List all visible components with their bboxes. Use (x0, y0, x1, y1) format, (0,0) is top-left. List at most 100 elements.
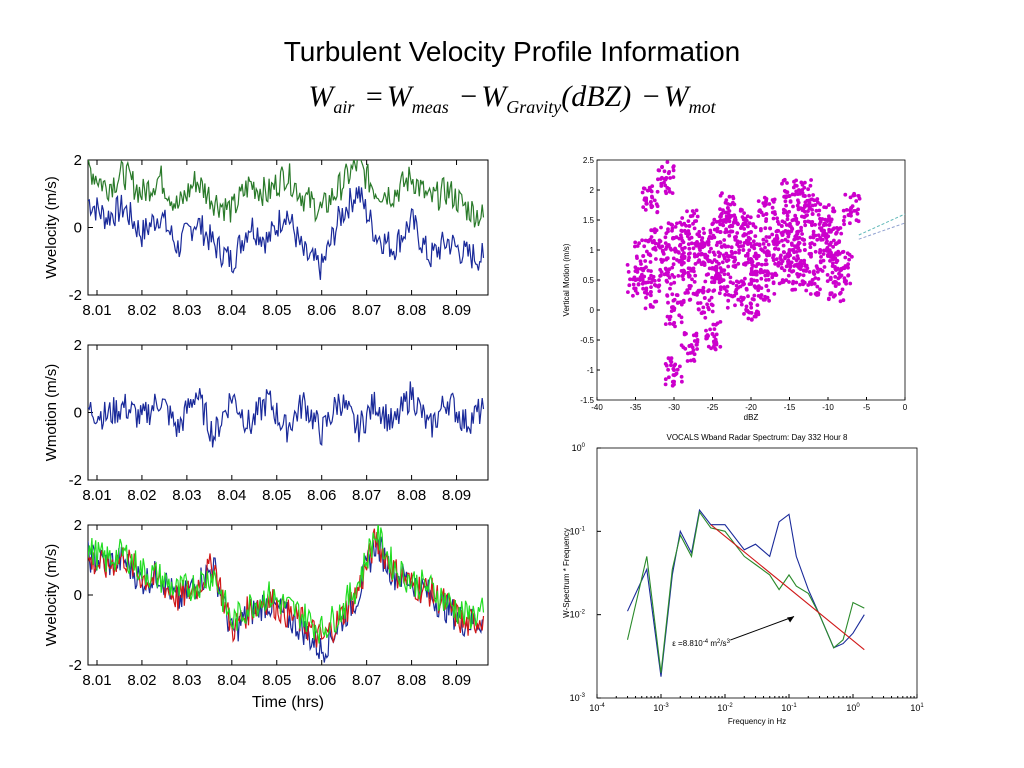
scatter-point (846, 213, 851, 218)
scatter-point (636, 282, 641, 286)
scatter-point (755, 278, 759, 283)
scatter-point (625, 263, 630, 267)
scatter-point (645, 292, 650, 296)
scatter-point (796, 256, 800, 261)
scatter-point (834, 267, 838, 272)
scatter-point (683, 291, 688, 295)
scatter-point (802, 258, 807, 263)
scatter-point (685, 359, 690, 363)
x-axis-label: Frequency in Hz (728, 717, 786, 726)
scatter-point (692, 280, 697, 284)
scatter-point (680, 248, 685, 252)
x-tick-label: 10-1 (781, 703, 797, 713)
scatter-point (795, 272, 800, 276)
scatter-point (640, 277, 645, 282)
scatter-point (774, 257, 779, 261)
scatter-point (780, 181, 784, 186)
scatter-point (688, 351, 693, 355)
scatter-point (718, 214, 722, 219)
scatter-point (784, 195, 788, 200)
scatter-point (794, 250, 799, 254)
scatter-point (773, 212, 777, 216)
scatter-point (771, 280, 776, 285)
scatter-point (638, 259, 643, 264)
scatter-point (641, 205, 646, 209)
scatter-point (808, 245, 813, 250)
scatter-point (660, 165, 664, 170)
scatter-point (672, 379, 676, 384)
epsilon-annotation: ε =8.810-4 m2/s3 (672, 639, 730, 648)
scatter-point (664, 176, 669, 180)
scatter-point (648, 304, 653, 309)
scatter-point (728, 229, 733, 234)
scatter-point (726, 298, 731, 303)
scatter-point (709, 346, 713, 351)
scatter-point (663, 235, 668, 240)
scatter-point (745, 253, 750, 258)
scatter-point (736, 222, 740, 227)
scatter-point (666, 243, 671, 248)
scatter-point (679, 260, 684, 264)
scatter-point (848, 195, 853, 200)
scatter-point (669, 282, 673, 286)
scatter-point (710, 236, 714, 240)
scatter-point (792, 244, 797, 248)
scatter-point (850, 254, 854, 259)
scatter-point (727, 233, 732, 238)
x-tick-label: 8.04 (217, 487, 246, 504)
scatter-point (791, 204, 795, 209)
scatter-point (702, 231, 706, 235)
x-tick-label: 8.01 (82, 302, 111, 319)
scatter-point (812, 269, 816, 274)
scatter-point (846, 262, 850, 267)
scatter-point (802, 248, 807, 252)
y-tick-label: 10-3 (570, 693, 586, 703)
scatter-point (771, 258, 776, 263)
scatter-point (626, 270, 631, 274)
scatter-point (813, 276, 818, 280)
scatter-point (654, 257, 658, 261)
scatter-point (839, 231, 844, 236)
scatter-point (777, 281, 782, 286)
scatter-point (747, 248, 752, 253)
scatter-point (678, 242, 683, 247)
scatter-point (712, 258, 717, 262)
scatter-point (631, 282, 636, 287)
scatter-point (664, 272, 669, 276)
scatter-point (672, 236, 676, 240)
scatter-point (819, 226, 824, 230)
scatter-point (665, 314, 670, 319)
scatter-point (645, 188, 650, 193)
y-tick-label: -2 (69, 287, 82, 304)
scatter-point (833, 256, 838, 261)
eq-term2: W (481, 80, 507, 113)
scatter-point (779, 261, 784, 266)
scatter-point (664, 267, 669, 272)
scatter-point (791, 185, 796, 190)
scatter-point (643, 238, 648, 243)
scatter-point (686, 229, 691, 233)
scatter-point (785, 217, 790, 222)
scatter-point (759, 286, 764, 290)
scatter-point (672, 368, 676, 372)
scatter-point (749, 311, 754, 315)
scatter-point (643, 208, 648, 212)
scatter-point (687, 255, 691, 260)
scatter-point (657, 238, 662, 243)
scatter-point (746, 294, 750, 299)
scatter-point (764, 258, 768, 263)
scatter-point (801, 273, 806, 278)
scatter-point (764, 219, 768, 223)
scatter-point (695, 342, 699, 347)
scatter-point (733, 250, 738, 255)
scatter-point (687, 246, 692, 251)
scatter-point (818, 250, 822, 255)
scatter-point (807, 252, 812, 256)
scatter-point (784, 264, 789, 269)
scatter-point (808, 292, 813, 296)
x-axis-label: dBZ (744, 413, 759, 422)
scatter-point (809, 254, 813, 259)
scatter-point (831, 294, 836, 299)
scatter-point (799, 259, 804, 263)
scatter-point (733, 303, 737, 308)
